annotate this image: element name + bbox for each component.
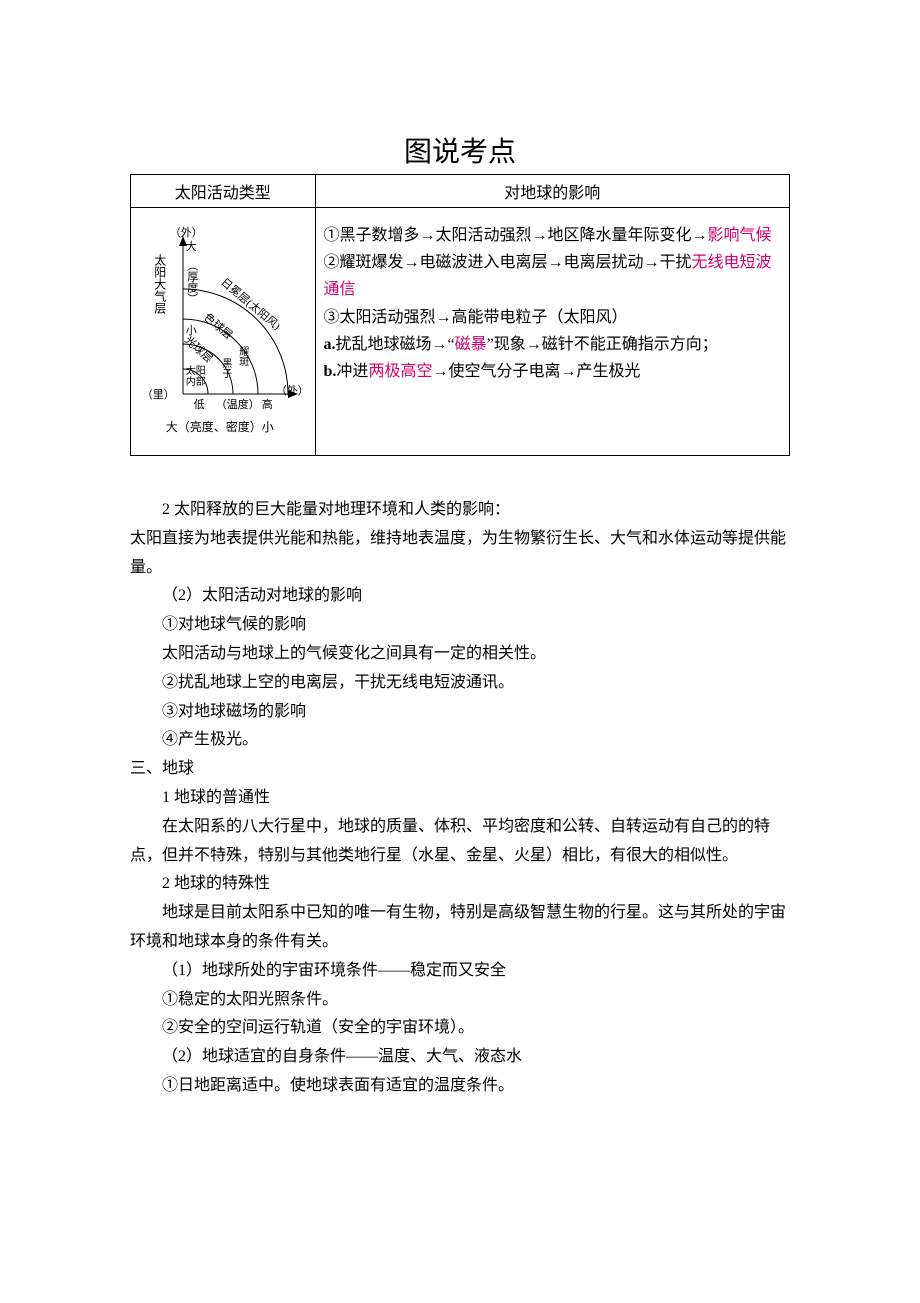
sun-atmosphere-diagram: （外） 大 （厚度） 小 太阳大气层 日冕层(太阳风) 色球层 光球层 耀斑 黑… bbox=[138, 224, 308, 434]
p8: ④产生极光。 bbox=[130, 726, 790, 755]
p3: （2）太阳活动对地球的影响 bbox=[130, 582, 790, 611]
p6: ②扰乱地球上空的电离层，干扰无线电短波通讯。 bbox=[130, 669, 790, 698]
effect-2a: ②耀斑爆发→电磁波进入电离层→电离层扰动→干扰 bbox=[324, 254, 692, 271]
effect-1b: 影响气候 bbox=[708, 227, 772, 244]
p14: ①稳定的太阳光照条件。 bbox=[130, 986, 790, 1015]
p5: 太阳活动与地球上的气候变化之间具有一定的相关性。 bbox=[130, 640, 790, 669]
effect-3b-t1: 冲进 bbox=[336, 363, 368, 380]
lbl-side: 太阳大气层 bbox=[152, 254, 169, 314]
effect-3a-bullet: a. bbox=[324, 336, 336, 353]
section-title: 图说考点 bbox=[130, 130, 790, 170]
th-effect: 对地球的影响 bbox=[315, 175, 789, 208]
h3: 三、地球 bbox=[130, 755, 790, 784]
effect-3a-t1: 扰乱地球磁场→“ bbox=[336, 336, 455, 353]
lbl-outer-right: （外） bbox=[276, 382, 309, 398]
keypoint-table: 太阳活动类型 对地球的影响 bbox=[130, 174, 790, 456]
p7: ③对地球磁场的影响 bbox=[130, 698, 790, 727]
lbl-x-low: 低 bbox=[194, 396, 205, 412]
lbl-x-axis: （温度） bbox=[216, 396, 260, 412]
effect-3: ③太阳活动强烈→高能带电粒子（太阳风） bbox=[324, 304, 781, 331]
p9: 1 地球的普通性 bbox=[130, 784, 790, 813]
effect-3a-hl: 磁暴 bbox=[455, 336, 487, 353]
lbl-inner-left: （里） bbox=[142, 386, 175, 402]
effect-1: ①黑子数增多→太阳活动强烈→地区降水量年际变化→影响气候 bbox=[324, 222, 781, 249]
lbl-flare: 耀斑 bbox=[235, 346, 250, 366]
lbl-sun-interior: 太阳内部 bbox=[186, 366, 206, 388]
lbl-bottom: 大（亮度、密度）小 bbox=[166, 418, 274, 435]
effect-1a: ①黑子数增多→太阳活动强烈→地区降水量年际变化→ bbox=[324, 227, 708, 244]
lbl-y-top: 大 bbox=[186, 238, 197, 254]
lbl-sunspot: 黑子 bbox=[218, 358, 233, 378]
lbl-x-high: 高 bbox=[262, 396, 273, 412]
effect-3b: b.冲进两极高空→使空气分子电离→产生极光 bbox=[324, 358, 781, 385]
p17: ①日地距离适中。使地球表面有适宜的温度条件。 bbox=[130, 1072, 790, 1101]
lbl-y-axis: （厚度） bbox=[184, 260, 200, 304]
p16: （2）地球适宜的自身条件——温度、大气、液态水 bbox=[130, 1043, 790, 1072]
cell-diagram: （外） 大 （厚度） 小 太阳大气层 日冕层(太阳风) 色球层 光球层 耀斑 黑… bbox=[131, 208, 316, 456]
p4: ①对地球气候的影响 bbox=[130, 611, 790, 640]
body-text: 2 太阳释放的巨大能量对地理环境和人类的影响： 太阳直接为地表提供光能和热能，维… bbox=[130, 496, 790, 1101]
p11: 2 地球的特殊性 bbox=[130, 870, 790, 899]
p12: 地球是目前太阳系中已知的唯一有生物，特别是高级智慧生物的行星。这与其所处的宇宙环… bbox=[130, 899, 790, 957]
p2: 太阳直接为地表提供光能和热能，维持地表温度，为生物繁衍生长、大气和水体运动等提供… bbox=[130, 525, 790, 583]
cell-effects: ①黑子数增多→太阳活动强烈→地区降水量年际变化→影响气候 ②耀斑爆发→电磁波进入… bbox=[315, 208, 789, 456]
th-activity-type: 太阳活动类型 bbox=[131, 175, 316, 208]
effect-3b-hl: 两极高空 bbox=[368, 363, 432, 380]
p10: 在太阳系的八大行星中，地球的质量、体积、平均密度和公转、自转运动有自己的的特点，… bbox=[130, 813, 790, 871]
effect-3b-bullet: b. bbox=[324, 363, 337, 380]
effect-3a: a.扰乱地球磁场→“磁暴”现象→磁针不能正确指示方向； bbox=[324, 331, 781, 358]
p1: 2 太阳释放的巨大能量对地理环境和人类的影响： bbox=[130, 496, 790, 525]
effect-3a-t2: ”现象→磁针不能正确指示方向； bbox=[487, 336, 718, 353]
p13: （1）地球所处的宇宙环境条件——稳定而又安全 bbox=[130, 957, 790, 986]
effect-3b-t2: →使空气分子电离→产生极光 bbox=[432, 363, 640, 380]
p15: ②安全的空间运行轨道（安全的宇宙环境）。 bbox=[130, 1014, 790, 1043]
effect-2: ②耀斑爆发→电磁波进入电离层→电离层扰动→干扰无线电短波通信 bbox=[324, 249, 781, 303]
